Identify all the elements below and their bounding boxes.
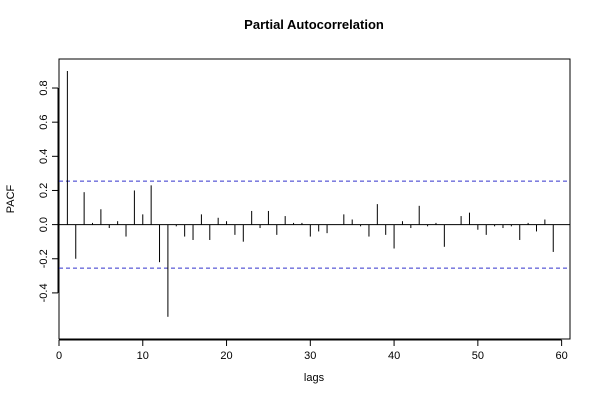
y-tick-label: -0.2 xyxy=(38,249,50,268)
x-tick-label: 10 xyxy=(137,350,149,362)
y-tick-label: -0.4 xyxy=(38,283,50,302)
x-tick-label: 60 xyxy=(555,350,567,362)
x-axis: 0 10 20 30 40 50 60 xyxy=(56,339,568,362)
x-tick-label: 20 xyxy=(220,350,232,362)
plot-frame xyxy=(58,58,571,340)
y-axis-label: PACF xyxy=(5,184,17,213)
y-tick-label: 0.8 xyxy=(38,80,50,95)
x-axis-label: lags xyxy=(304,372,325,384)
x-tick-label: 0 xyxy=(56,350,62,362)
y-tick-label: 0.0 xyxy=(38,217,50,232)
x-tick-label: 40 xyxy=(388,350,400,362)
y-axis: -0.4 -0.2 0.0 0.2 0.4 0.6 0.8 xyxy=(38,80,59,302)
pacf-bars xyxy=(66,70,554,317)
y-tick-label: 0.4 xyxy=(38,149,50,164)
chart-title: Partial Autocorrelation xyxy=(244,17,384,32)
y-tick-label: 0.2 xyxy=(38,183,50,198)
confidence-bounds xyxy=(59,180,570,269)
y-tick-label: 0.6 xyxy=(38,115,50,130)
x-tick-label: 50 xyxy=(472,350,484,362)
x-tick-label: 30 xyxy=(304,350,316,362)
